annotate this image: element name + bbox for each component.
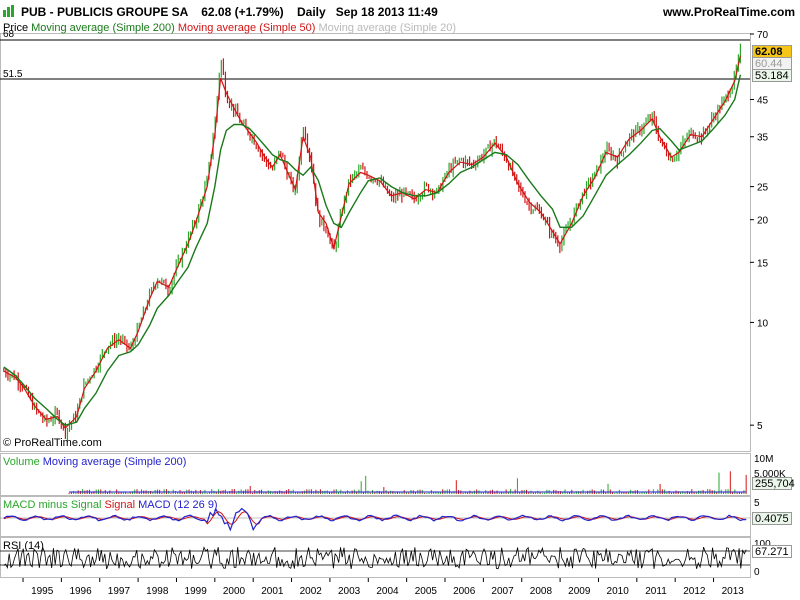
datetime-label: Sep 18 2013 11:49 — [335, 5, 438, 19]
time-tick-label: 1995 — [31, 586, 54, 597]
legend-volume: Volume — [3, 456, 40, 468]
macd-tick-5: 5 — [754, 498, 760, 509]
price-change: 62.08 (+1.79%) — [201, 5, 284, 19]
time-tick-label: 1997 — [108, 586, 131, 597]
macd-badge: 0.4075 — [752, 512, 792, 525]
time-tick-label: 2006 — [453, 586, 476, 597]
price-tick-label: 45 — [757, 95, 769, 106]
chart-title: PUB - PUBLICIS GROUPE SA 62.08 (+1.79%) … — [21, 5, 438, 19]
price-layer — [3, 43, 742, 442]
time-tick-label: 2002 — [300, 586, 323, 597]
time-axis: 1995 1996 1997 1998 1999 2000 2001 2002 2003 2004… — [22, 578, 745, 597]
time-tick-label: 2010 — [607, 586, 630, 597]
time-tick-label: 2004 — [376, 586, 399, 597]
price-tick-label: 35 — [757, 133, 769, 144]
rsi-legend: RSI (14) — [3, 540, 44, 552]
legend-ma20: Moving average (Simple 20) — [318, 22, 457, 34]
price-tick-label: 5 — [757, 421, 763, 432]
instrument-name: PUB - PUBLICIS GROUPE SA — [21, 5, 188, 19]
ma50-line — [3, 55, 741, 430]
legend-ma50: Moving average (Simple 50) — [177, 22, 316, 34]
time-tick-label: 2013 — [722, 586, 745, 597]
price-tick-label: 70 — [757, 30, 769, 41]
time-tick-label: 1996 — [69, 586, 92, 597]
time-tick-label: 2009 — [568, 586, 591, 597]
macd-panel-frame — [0, 496, 751, 537]
prorealtime-logo-icon — [3, 5, 14, 17]
rsi-tick-0: 0 — [754, 567, 760, 578]
volume-legend: Volume Moving average (Simple 200) — [3, 456, 186, 468]
macd-line — [3, 507, 747, 532]
time-tick-label: 2007 — [491, 586, 514, 597]
macd-layer — [0, 507, 750, 532]
price-legend: Price Moving average (Simple 200) Moving… — [3, 22, 456, 34]
legend-price: Price — [3, 22, 29, 34]
time-tick-label: 2011 — [645, 586, 667, 597]
level-label: 51.5 — [3, 69, 23, 80]
price-tick-label: 25 — [757, 183, 769, 194]
price-panel-frame — [0, 33, 751, 452]
volume-layer — [68, 471, 747, 494]
top-level-label: 68 — [3, 29, 15, 40]
legend-volume-ma: Moving average (Simple 200) — [42, 456, 187, 468]
price-tick-label: 15 — [757, 258, 769, 269]
ma200-line — [3, 74, 742, 426]
time-tick-label: 2012 — [683, 586, 706, 597]
volume-tick-5000k: 5,000K — [754, 469, 786, 480]
price-tick-label: 20 — [757, 216, 769, 227]
period-label: Daily — [296, 5, 326, 19]
volume-panel-frame — [0, 453, 751, 496]
legend-ma200: Moving average (Simple 200) — [31, 22, 175, 34]
time-tick-label: 1999 — [185, 586, 208, 597]
ma50-badge: 53.184 — [752, 69, 792, 82]
legend-macd-signal: Signal — [104, 499, 136, 511]
copyright: © ProRealTime.com — [3, 437, 102, 449]
legend-macd-hist: MACD minus Signal — [3, 499, 102, 511]
chart-header: PUB - PUBLICIS GROUPE SA 62.08 (+1.79%) … — [0, 2, 800, 20]
rsi-layer — [0, 546, 750, 570]
rsi-tick-100: 100 — [754, 539, 771, 550]
time-tick-label: 2003 — [338, 586, 361, 597]
time-tick-label: 2005 — [415, 586, 438, 597]
volume-tick-10m: 10M — [754, 454, 773, 465]
time-tick-label: 1998 — [146, 586, 169, 597]
rsi-panel-frame — [0, 537, 751, 578]
site-url[interactable]: www.ProRealTime.com — [662, 5, 795, 19]
last-price-badge: 62.08 — [752, 45, 792, 58]
time-tick-label: 2008 — [530, 586, 553, 597]
time-tick-label: 2001 — [261, 586, 284, 597]
rsi-badge: 67.271 — [752, 545, 792, 558]
price-axis: 5 10 15 20 25 35 45 70 — [750, 30, 769, 432]
legend-macd-line: MACD (12 26 9) — [138, 499, 218, 511]
macd-legend: MACD minus Signal Signal MACD (12 26 9) — [3, 499, 218, 511]
rsi-line — [3, 546, 747, 570]
price-tick-label: 10 — [757, 318, 769, 329]
time-tick-label: 2000 — [223, 586, 246, 597]
volume-badge: 255,704 — [752, 477, 795, 490]
